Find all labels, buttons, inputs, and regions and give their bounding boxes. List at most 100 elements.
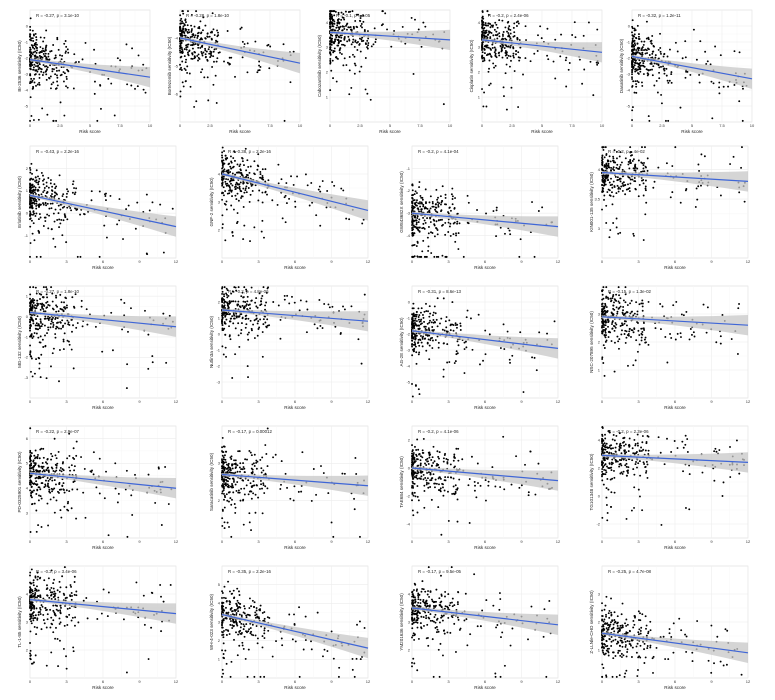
data-point	[221, 182, 223, 185]
data-point	[337, 44, 340, 47]
data-point	[228, 189, 231, 192]
data-point	[39, 335, 42, 338]
data-point	[240, 322, 243, 325]
data-point	[411, 343, 413, 346]
data-point	[93, 48, 96, 51]
data-point	[51, 193, 53, 195]
data-point	[265, 291, 268, 294]
data-point	[629, 182, 632, 185]
data-point	[487, 24, 489, 27]
data-point	[256, 306, 259, 309]
data-point	[59, 208, 62, 211]
data-point	[331, 25, 334, 28]
data-point	[94, 80, 96, 83]
data-point	[211, 66, 214, 68]
data-point	[264, 304, 267, 307]
data-point	[505, 63, 508, 66]
data-point	[191, 35, 194, 38]
y-tick-label: -5	[406, 379, 410, 384]
data-point	[35, 202, 38, 205]
data-point	[42, 465, 45, 468]
data-point	[412, 232, 415, 235]
data-point	[354, 20, 357, 22]
data-point	[61, 206, 64, 209]
data-point	[435, 227, 438, 230]
data-point	[244, 147, 247, 150]
data-point	[264, 321, 267, 324]
data-point	[66, 319, 69, 322]
data-point	[105, 192, 107, 195]
data-point	[223, 168, 226, 171]
regression-line	[221, 309, 369, 322]
data-point	[625, 188, 628, 191]
data-point	[615, 226, 618, 229]
data-point	[258, 64, 260, 67]
data-point	[426, 217, 429, 220]
data-point	[517, 106, 520, 109]
data-point	[493, 51, 496, 54]
data-point	[646, 157, 649, 160]
data-point	[188, 31, 191, 34]
data-point	[181, 81, 184, 84]
data-point	[602, 286, 605, 289]
data-point	[608, 181, 611, 184]
data-point	[59, 222, 62, 225]
data-point	[42, 310, 45, 313]
data-point	[339, 34, 342, 37]
y-axis-label: Erlotinib sensitivity (IC50)	[17, 176, 22, 228]
data-point	[194, 43, 197, 45]
data-point	[296, 175, 299, 178]
x-tick-label: 12	[174, 539, 179, 544]
data-point	[221, 165, 224, 168]
data-point	[351, 41, 354, 44]
data-point	[719, 342, 722, 345]
data-point	[37, 336, 40, 339]
data-point	[48, 304, 51, 307]
data-point	[419, 202, 421, 205]
data-point	[221, 345, 224, 348]
data-point	[38, 76, 41, 79]
data-point	[602, 322, 605, 325]
data-point	[37, 524, 40, 527]
data-point	[34, 286, 37, 289]
data-point	[625, 311, 628, 313]
data-point	[44, 55, 47, 58]
data-point	[64, 215, 67, 218]
data-point	[433, 328, 435, 331]
data-point	[481, 20, 483, 23]
data-point	[200, 71, 202, 74]
data-point	[258, 189, 261, 192]
data-point	[411, 184, 414, 187]
y-tick-label: 4	[326, 20, 329, 25]
data-point	[415, 324, 417, 326]
data-point	[733, 50, 736, 53]
data-point	[49, 182, 52, 185]
data-point	[493, 28, 496, 31]
data-point	[423, 310, 426, 313]
x-axis-label: Risk score	[284, 405, 306, 410]
data-point	[613, 341, 616, 344]
x-tick-label: 2.5	[207, 123, 213, 128]
data-point	[359, 17, 362, 20]
data-point	[329, 52, 331, 55]
data-point	[190, 29, 193, 32]
data-point	[417, 388, 420, 391]
y-tick-label: 1	[598, 367, 601, 372]
data-point	[632, 80, 635, 83]
data-point	[417, 324, 419, 327]
data-point	[435, 318, 438, 321]
data-point	[293, 301, 296, 304]
data-point	[422, 314, 424, 316]
data-point	[35, 469, 37, 472]
data-point	[601, 293, 604, 296]
data-point	[442, 342, 445, 345]
data-point	[38, 204, 41, 207]
data-point	[615, 306, 618, 309]
data-point	[191, 43, 194, 46]
data-point	[582, 34, 585, 37]
data-point	[638, 59, 641, 62]
data-point	[419, 195, 422, 197]
data-point	[429, 312, 432, 315]
data-point	[292, 50, 295, 53]
data-point	[449, 324, 452, 327]
